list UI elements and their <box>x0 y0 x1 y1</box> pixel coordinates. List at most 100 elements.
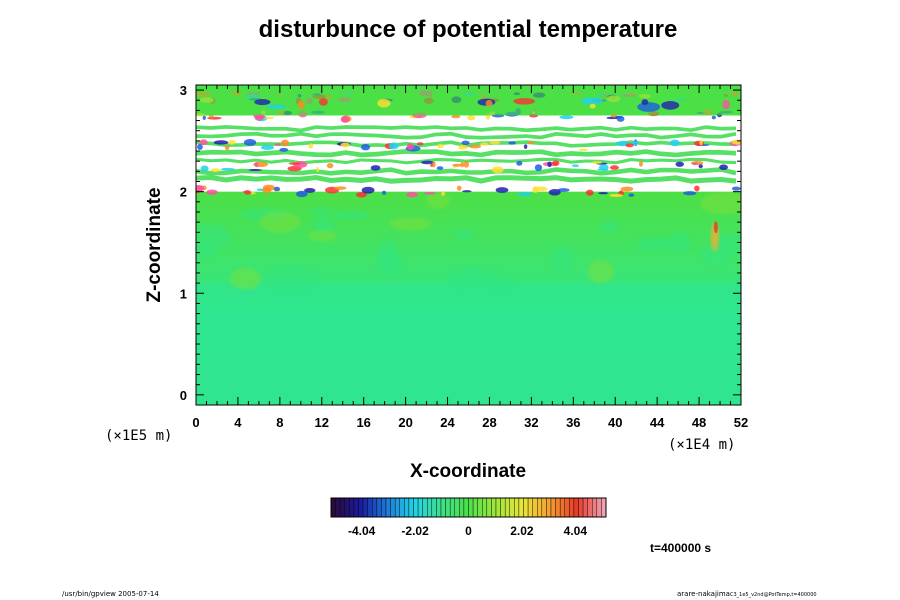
band-speckle <box>208 114 214 118</box>
band-filament <box>196 157 737 165</box>
y-tick-label: 2 <box>180 185 187 200</box>
colorbar-cell <box>449 497 455 518</box>
field-patch <box>712 233 741 254</box>
band-speckle <box>609 165 619 170</box>
x-tick-label: 52 <box>734 415 748 430</box>
band-speckle <box>254 162 259 168</box>
band-speckle <box>585 189 594 196</box>
field-structures <box>196 85 741 405</box>
field-patch <box>588 260 614 284</box>
band-speckle <box>452 163 463 167</box>
band-speckle <box>533 186 548 192</box>
footer-left: /usr/bin/gpview 2005-07-14 <box>62 590 159 598</box>
band-speckle <box>591 161 603 164</box>
field-patch <box>310 207 333 216</box>
band-speckle <box>304 188 316 193</box>
colorbar-cell <box>537 497 543 518</box>
colorbar-cell <box>546 497 552 518</box>
field-patch <box>313 215 335 235</box>
colorbar-cell <box>394 497 400 518</box>
colorbar-cell <box>339 497 345 518</box>
footer-right-author: arare-nakajima <box>677 590 730 598</box>
x-axis-label: X-coordinate <box>410 461 526 482</box>
field-patch <box>426 192 450 209</box>
colorbar-cell <box>495 497 501 518</box>
field-patch <box>267 265 317 293</box>
y-axis: 0 1 2 3 <box>180 83 741 403</box>
top-speckle <box>297 100 305 110</box>
band-speckle <box>669 139 680 147</box>
colorbar-cell <box>514 497 520 518</box>
colorbar-cell <box>532 497 538 518</box>
band-speckle <box>508 141 516 145</box>
colorbar-cell <box>385 497 391 518</box>
x-tick-label: 8 <box>276 415 283 430</box>
band-speckle <box>326 163 334 169</box>
x-tick-label: 32 <box>524 415 538 430</box>
x-tick-label: 20 <box>398 415 412 430</box>
band-speckle <box>423 192 436 195</box>
band-speckle <box>675 161 684 167</box>
band-speckle <box>631 140 639 146</box>
band-speckle <box>340 142 350 148</box>
band-speckle <box>244 190 252 195</box>
band-speckle <box>609 193 624 197</box>
band-speckle <box>228 140 236 145</box>
band-speckle <box>279 147 289 152</box>
top-speckle <box>318 98 328 106</box>
top-speckle <box>722 99 730 110</box>
band-speckle <box>197 144 203 150</box>
band-speckle <box>534 164 543 172</box>
field-patch <box>700 191 741 215</box>
band-speckle <box>683 191 697 196</box>
band-speckle <box>224 145 230 151</box>
colorbar-cell <box>491 497 497 518</box>
x-tick-label: 4 <box>234 415 242 430</box>
band-speckle <box>467 115 476 121</box>
colorbar-cell <box>573 497 579 518</box>
band-speckle <box>557 188 570 192</box>
band-speckle <box>254 113 264 121</box>
colorbar-cell <box>436 497 442 518</box>
top-speckle <box>581 97 603 105</box>
band-speckle <box>691 162 699 166</box>
top-speckle <box>266 104 287 110</box>
band-speckle <box>460 161 465 168</box>
band-speckle <box>406 191 418 198</box>
colorbar-cell <box>486 497 492 518</box>
band-speckle <box>694 185 700 192</box>
band-filament <box>196 131 737 140</box>
band-speckle <box>243 138 257 146</box>
colorbar-cell <box>468 497 474 518</box>
colorbar-cell <box>504 497 510 518</box>
band-speckle <box>598 192 609 195</box>
band-filament <box>196 140 737 148</box>
top-speckle <box>661 100 680 110</box>
field-patch <box>453 228 474 242</box>
band-speckle <box>196 184 205 192</box>
colorbar-cell <box>459 497 465 518</box>
band-speckle <box>547 161 552 168</box>
band-speckle <box>273 186 281 192</box>
colorbar-cell <box>372 497 378 518</box>
band-speckle <box>200 165 209 172</box>
top-speckle <box>513 98 535 105</box>
band-speckle <box>436 166 444 170</box>
y-tick-label: 3 <box>180 83 187 98</box>
colorbar-cell <box>330 497 336 518</box>
band-speckle <box>597 168 609 171</box>
colorbar-cell <box>592 497 598 518</box>
field-patch <box>331 210 371 221</box>
field-patch <box>599 220 621 233</box>
band-speckle <box>360 144 371 151</box>
band-speckle <box>388 142 399 150</box>
band-speckle <box>711 115 716 120</box>
band-speckle <box>559 115 574 120</box>
colorbar-cell <box>541 497 547 518</box>
field-patch <box>229 268 261 290</box>
x-axis: 0 4 8 12 16 20 24 28 32 36 40 44 48 52 <box>192 85 748 430</box>
band-speckle <box>370 165 381 171</box>
top-speckle <box>377 98 391 108</box>
top-speckle <box>254 99 271 106</box>
x-tick-label: 36 <box>566 415 580 430</box>
